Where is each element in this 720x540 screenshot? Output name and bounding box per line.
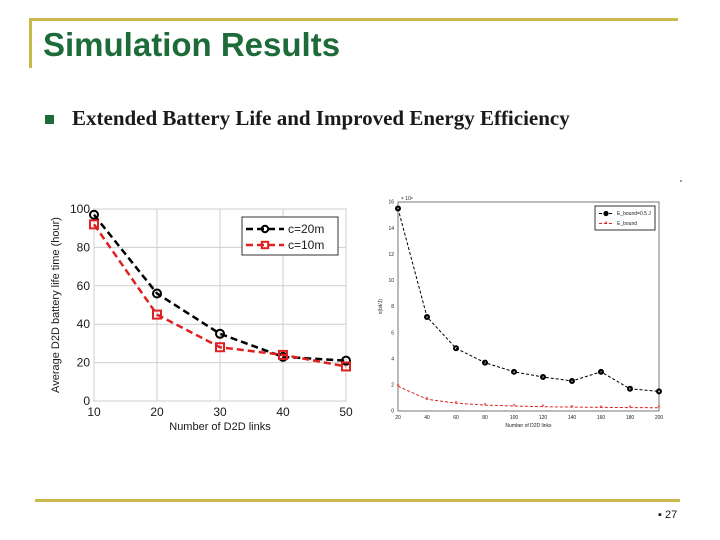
data-point: *	[455, 400, 458, 407]
y-tick-label: 20	[77, 356, 91, 370]
y-tick-label: 100	[70, 202, 90, 216]
y-tick-label: 12	[388, 252, 394, 258]
x-axis-label: Number of D2D links	[169, 421, 271, 433]
y-tick-label: 0	[391, 409, 394, 415]
legend-label: E_bound	[617, 221, 637, 227]
y-tick-label: 16	[388, 200, 394, 206]
data-point	[569, 377, 575, 384]
legend: c=20m c=10m	[241, 216, 339, 256]
data-point	[152, 288, 162, 299]
bullet-text: Extended Battery Life and Improved Energ…	[72, 106, 570, 130]
x-tick-label: 20	[150, 405, 164, 419]
legend: E_bound=0.5 J * E_bound	[594, 205, 656, 231]
data-point	[341, 361, 351, 372]
data-point: *	[542, 404, 545, 411]
data-point	[598, 368, 604, 375]
x-tick-label: 140	[568, 415, 577, 421]
slide-title: Simulation Results	[43, 26, 341, 63]
data-point	[278, 349, 288, 360]
x-tick-label: 160	[597, 415, 606, 421]
data-point	[89, 209, 99, 220]
series-2	[89, 219, 351, 372]
series-line	[93, 213, 347, 362]
bottom-accent-line	[35, 499, 680, 502]
exponent-label: × 10⁶	[401, 196, 413, 202]
data-point: *	[629, 405, 632, 412]
page-number-value: 27	[664, 509, 678, 521]
data-point	[656, 388, 662, 395]
x-axis-label: Number of D2D links	[505, 423, 552, 429]
plot-frame	[397, 201, 660, 412]
data-point	[453, 345, 459, 352]
data-point: *	[600, 404, 603, 411]
x-tick-label: 100	[510, 415, 519, 421]
legend-label: c=10m	[288, 238, 324, 252]
series-line	[397, 385, 660, 409]
data-point	[424, 313, 430, 320]
data-point: *	[658, 405, 661, 412]
series-1	[395, 205, 662, 395]
page-number-bullet: ▪	[658, 509, 662, 521]
data-point: *	[397, 383, 400, 390]
data-point: *	[513, 403, 516, 410]
y-axis-label: ε(bit/J)	[378, 299, 384, 314]
bullet-square-icon	[45, 115, 54, 124]
data-point: *	[571, 404, 574, 411]
x-tick-label: 40	[276, 405, 290, 419]
x-tick-label: 180	[626, 415, 635, 421]
x-tick-label: 60	[453, 415, 459, 421]
data-point	[540, 374, 546, 381]
top-accent-line	[29, 18, 678, 21]
x-tick-label: 200	[655, 415, 664, 421]
data-point: *	[484, 402, 487, 409]
legend-marker: *	[605, 221, 608, 228]
x-tick-label: 20	[395, 415, 401, 421]
data-point	[341, 355, 351, 366]
y-tick-label: 0	[83, 394, 90, 408]
legend-marker	[260, 224, 270, 234]
data-point	[627, 385, 633, 392]
data-point: *	[426, 396, 429, 403]
page-number: ▪ 27	[658, 509, 677, 521]
energy-efficiency-chart: 20 40 60 80 100 120 140 160 180 200 0 2 4 6 8 10 12 14 16 N…	[378, 196, 664, 429]
y-tick-label: 14	[388, 226, 394, 232]
y-tick-label: 8	[391, 304, 394, 310]
data-point	[511, 368, 517, 375]
data-point	[395, 205, 401, 212]
data-point	[215, 328, 225, 339]
x-tick-label: 120	[539, 415, 548, 421]
y-tick-label: 4	[391, 356, 394, 362]
y-axis-label: Average D2D battery life time (hour)	[50, 217, 62, 393]
x-tick-label: 50	[339, 405, 353, 419]
legend-marker	[603, 210, 609, 217]
y-tick-label: 2	[391, 383, 394, 389]
x-tick-label: 40	[424, 415, 430, 421]
legend-label: E_bound=0.5 J	[617, 211, 651, 217]
data-point	[152, 309, 162, 320]
y-tick-label: 10	[388, 278, 394, 284]
x-tick-label: 80	[482, 415, 488, 421]
legend-label: c=20m	[288, 222, 324, 236]
legend-box	[594, 205, 656, 231]
series-line	[92, 223, 347, 368]
legend-box	[241, 216, 339, 256]
x-tick-label: 10	[87, 405, 101, 419]
series-line	[397, 208, 660, 392]
data-point	[215, 342, 225, 353]
series-2: * * * * * * * * * *	[397, 383, 661, 412]
y-tick-label: 80	[77, 240, 91, 254]
battery-life-chart: 10 20 30 40 50 0 20 40 60 80 100 Number of D2D link…	[50, 202, 353, 433]
x-tick-label: 30	[213, 405, 227, 419]
y-tick-label: 40	[77, 317, 91, 331]
data-point	[89, 219, 99, 230]
stray-dot	[680, 180, 682, 182]
y-tick-label: 60	[77, 279, 91, 293]
legend-marker	[260, 240, 270, 250]
data-point	[482, 359, 488, 366]
y-tick-label: 6	[391, 330, 394, 336]
top-left-accent-line	[29, 18, 32, 68]
